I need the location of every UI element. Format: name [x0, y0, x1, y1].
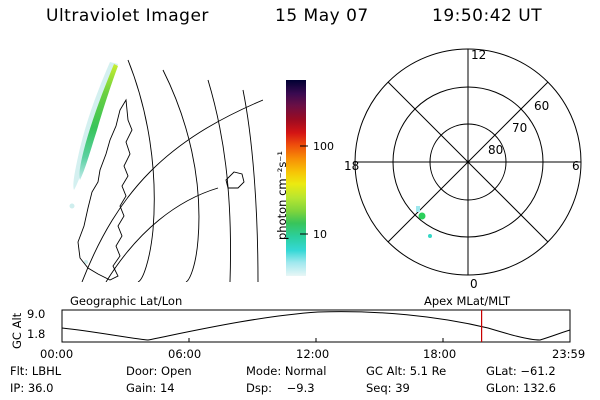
timeline-xtick-2359: 23:59: [552, 347, 586, 361]
coastline: [77, 98, 133, 281]
timeline-xtick-0000: 00:00: [40, 347, 74, 361]
door-label: Door: Open: [126, 364, 192, 378]
colorbar-ticks: 100 10: [300, 140, 334, 241]
lat-label-80: 80: [488, 143, 503, 157]
lat-label-60: 60: [534, 99, 549, 113]
timeline-ylabel: GC Alt: [10, 312, 24, 349]
colorbar-tick-100: 100: [313, 140, 334, 153]
geo-panel-label: Geographic Lat/Lon: [70, 294, 183, 308]
timeline-xtick-0600: 06:00: [168, 347, 202, 361]
mode-label: Mode: Normal: [246, 364, 327, 378]
date-label: 15 May 07: [275, 6, 369, 26]
glon-label: GLon: 132.6: [486, 381, 556, 395]
mlt-label-18: 18: [344, 159, 359, 173]
aurora-spot: [418, 212, 426, 220]
polar-panel-label: Apex MLat/MLT: [424, 294, 511, 308]
mlt-label-0: 0: [470, 277, 478, 291]
gc-alt-label: GC Alt: 5.1 Re: [366, 364, 447, 378]
aurora-band: [79, 64, 118, 180]
filter-label: Flt: LBHL: [10, 364, 62, 378]
colorbar-tick-10: 10: [313, 228, 327, 241]
colorbar-unit-label: photon cm⁻²s⁻¹: [275, 151, 289, 240]
altitude-curve: [61, 311, 571, 341]
geographic-map: [69, 59, 263, 282]
glat-label: GLat: −61.2: [486, 364, 556, 378]
mlt-label-6: 6: [572, 159, 580, 173]
app-title: Ultraviolet Imager: [46, 6, 209, 26]
timeline-ytick-9: 9.0: [27, 307, 46, 321]
timeline-plot: [61, 309, 571, 343]
colorbar: [286, 80, 306, 276]
seq-label: Seq: 39: [366, 381, 410, 395]
time-label: 19:50:42 UT: [432, 6, 543, 26]
timeline-xtick-1800: 18:00: [423, 347, 457, 361]
mlt-label-12: 12: [471, 48, 486, 62]
lat-label-70: 70: [512, 121, 527, 135]
ip-label: IP: 36.0: [10, 381, 54, 395]
timeline-ytick-1-8: 1.8: [27, 327, 46, 341]
polar-plot: 12 18 6 0 60 70 80: [344, 48, 582, 291]
dsp-label: Dsp: −9.3: [246, 381, 315, 395]
gain-label: Gain: 14: [126, 381, 175, 395]
timeline-xtick-1200: 12:00: [296, 347, 330, 361]
